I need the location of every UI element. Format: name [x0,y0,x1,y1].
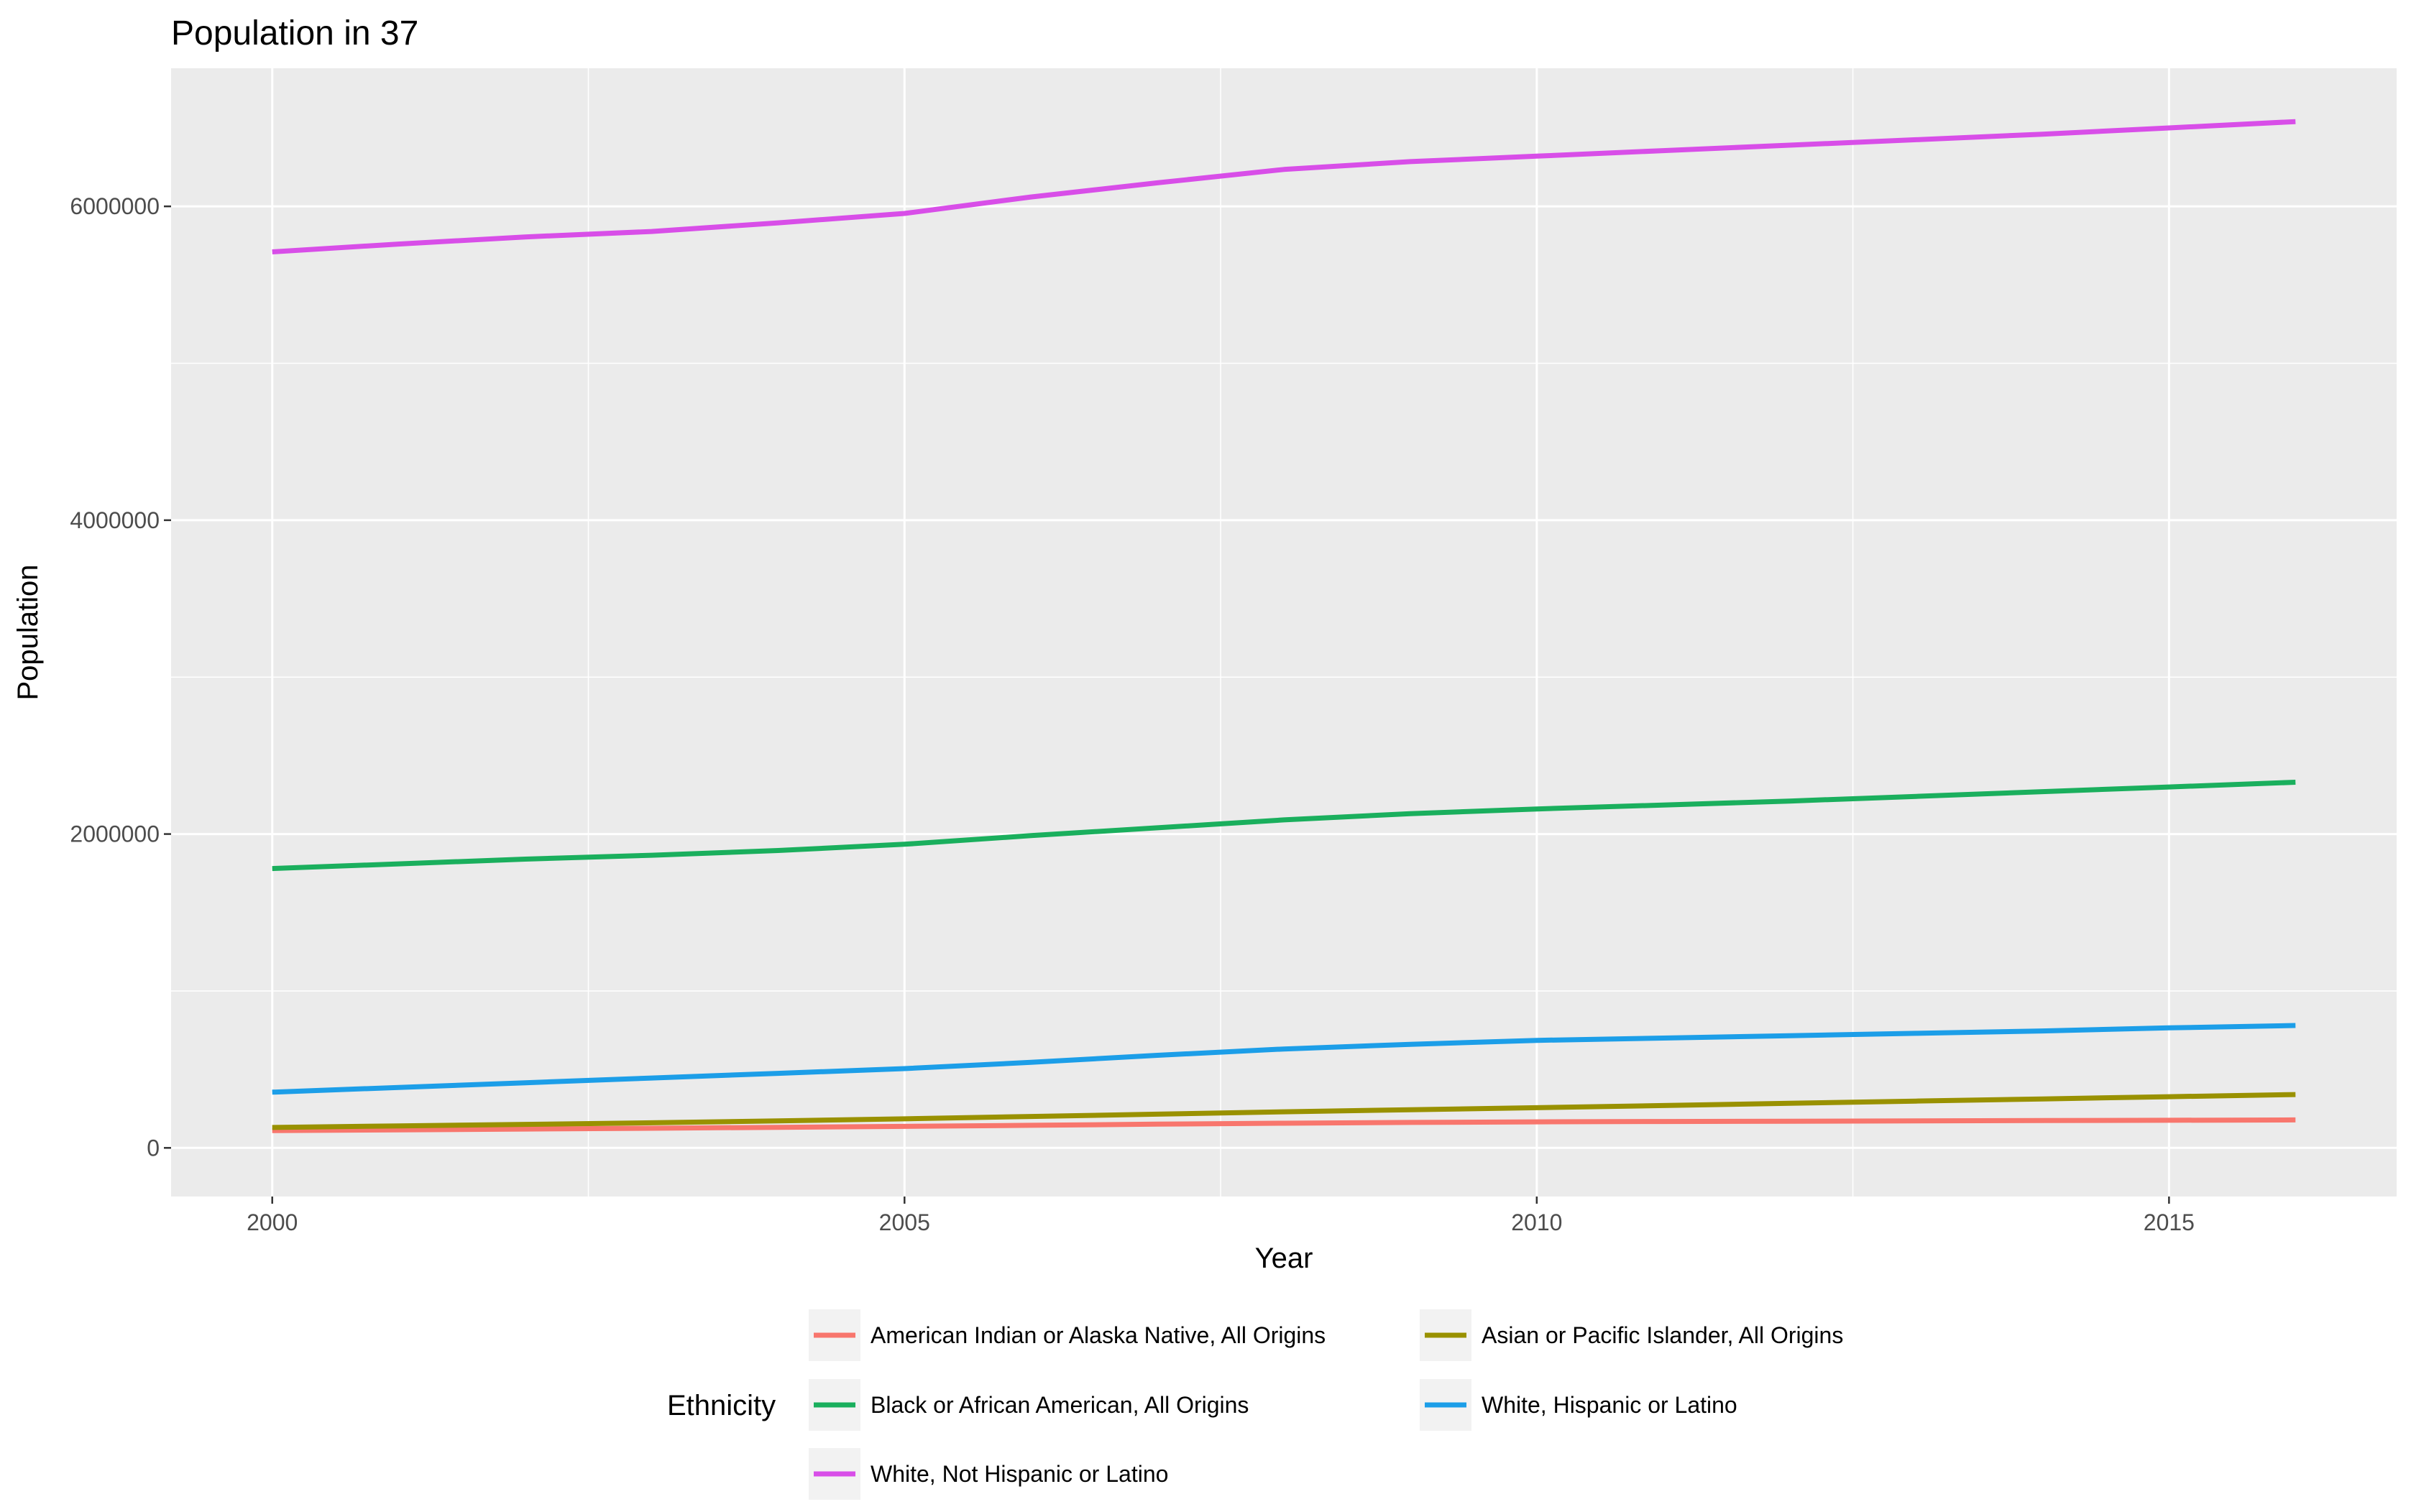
legend-label: Black or African American, All Origins [871,1392,1249,1418]
legend-title: Ethnicity [667,1390,776,1421]
legend-item-white-not-hispanic-or-latino: White, Not Hispanic or Latino [809,1448,1168,1500]
x-tick-label: 2015 [2144,1209,2195,1235]
x-tick-label: 2010 [1511,1209,1562,1235]
legend-label: White, Hispanic or Latino [1482,1392,1737,1418]
series-line-asian-or-pacific-islander-all-origins [272,1092,2296,1130]
series-line-white-hispanic-or-latino [272,1023,2296,1095]
legend-item-black-or-african-american-all-origins: Black or African American, All Origins [809,1379,1249,1431]
y-tick-label: 4000000 [70,507,160,533]
y-tick-label: 0 [147,1135,160,1161]
plot-panel [171,68,2397,1197]
y-tick-label: 6000000 [70,193,160,219]
legend-item-asian-or-pacific-islander-all-origins: Asian or Pacific Islander, All Origins [1420,1309,1843,1361]
legend-item-white-hispanic-or-latino: White, Hispanic or Latino [1420,1379,1737,1431]
series-lines [272,119,2296,1133]
y-axis-title: Population [12,564,44,700]
series-line-american-indian-or-alaska-native-all-origins [272,1117,2296,1133]
y-axis-ticks: 0 2000000 4000000 6000000 [70,193,171,1161]
series-line-white-not-hispanic-or-latino [272,119,2296,254]
legend-label: Asian or Pacific Islander, All Origins [1482,1322,1843,1348]
legend-label: White, Not Hispanic or Latino [871,1461,1168,1487]
x-axis-title: Year [1255,1243,1313,1274]
legend: American Indian or Alaska Native, All Or… [809,1309,1843,1500]
x-tick-label: 2000 [247,1209,298,1235]
legend-label: American Indian or Alaska Native, All Or… [871,1322,1326,1348]
minor-gridlines [171,68,2397,1197]
legend-item-american-indian-or-alaska-native-all-origins: American Indian or Alaska Native, All Or… [809,1309,1326,1361]
series-line-black-or-african-american-all-origins [272,780,2296,872]
major-gridlines [171,68,2397,1197]
x-axis-ticks: 2000 2005 2010 2015 [247,1197,2195,1235]
x-tick-label: 2005 [879,1209,930,1235]
y-tick-label: 2000000 [70,821,160,847]
chart-title: Population in 37 [171,14,418,52]
